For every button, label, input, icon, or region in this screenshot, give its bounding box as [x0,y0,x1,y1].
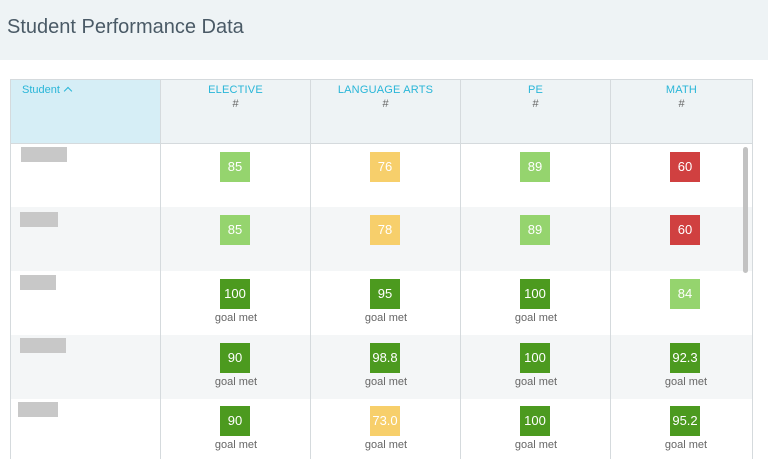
score-badge[interactable]: 85 [220,152,250,182]
page-title: Student Performance Data [7,16,244,38]
score-cell: 78 [311,207,461,271]
table-row: 85 78 89 60 [11,207,752,271]
score-badge[interactable]: 90 [220,406,250,436]
student-name-cell [11,271,161,335]
goal-status-text: goal met [364,312,408,324]
score-badge[interactable]: 78 [370,215,400,245]
score-badge[interactable]: 73.0 [370,406,400,436]
column-header-math[interactable]: MATH # [611,80,752,143]
score-cell: 90 goal met [161,335,311,399]
column-header-label[interactable]: PE [527,84,544,96]
score-cell: 100 goal met [161,271,311,335]
score-badge[interactable]: 89 [520,152,550,182]
score-cell: 95.2 goal met [611,398,752,459]
student-name-cell [11,144,161,208]
goal-status-text: goal met [214,312,258,324]
score-badge[interactable]: 100 [520,343,550,373]
table-row: 100 goal met 95 goal met 100 goal met 84 [11,271,752,335]
redacted-student-name [21,147,67,162]
score-badge[interactable]: 84 [670,279,700,309]
column-unit-label: # [532,98,539,110]
goal-status-text: goal met [214,439,258,451]
column-header-language-arts[interactable]: LANGUAGE ARTS # [311,80,461,143]
student-name-cell [11,335,161,399]
column-header-label[interactable]: MATH [665,84,698,96]
score-cell: 95 goal met [311,271,461,335]
column-unit-label: # [678,98,685,110]
score-badge[interactable]: 85 [220,215,250,245]
column-header-pe[interactable]: PE # [461,80,611,143]
goal-status-text: goal met [214,376,258,388]
score-badge[interactable]: 95.2 [670,406,700,436]
score-cell: 98.8 goal met [311,335,461,399]
column-header-label[interactable]: LANGUAGE ARTS [337,84,434,96]
table-row: 90 goal met 73.0 goal met 100 goal met 95.2 goa… [11,398,752,459]
student-header-label: Student [22,84,60,96]
column-unit-label: # [232,98,239,110]
page-header: Student Performance Data [0,0,768,60]
score-cell: 89 [461,144,611,208]
score-cell: 100 goal met [461,398,611,459]
goal-status-text: goal met [664,376,708,388]
goal-status-text: goal met [514,376,558,388]
performance-table: Student ELECTIVE # LANGUAGE ARTS # PE # … [10,79,753,459]
redacted-student-name [20,338,66,353]
student-column-header[interactable]: Student [11,80,161,143]
score-cell: 60 [611,207,752,271]
goal-status-text: goal met [664,439,708,451]
table-header-row: Student ELECTIVE # LANGUAGE ARTS # PE # … [11,80,752,144]
redacted-student-name [20,275,56,290]
score-cell: 90 goal met [161,398,311,459]
chevron-up-icon [63,86,73,96]
score-cell: 92.3 goal met [611,335,752,399]
goal-status-text: goal met [514,312,558,324]
goal-status-text: goal met [514,439,558,451]
score-cell: 85 [161,207,311,271]
score-badge[interactable]: 100 [520,406,550,436]
student-name-cell [11,207,161,271]
score-cell: 85 [161,144,311,208]
score-cell: 100 goal met [461,271,611,335]
score-cell: 60 [611,144,752,208]
redacted-student-name [18,402,58,417]
score-badge[interactable]: 100 [520,279,550,309]
column-header-label[interactable]: ELECTIVE [208,84,263,96]
vertical-scrollbar[interactable] [743,147,748,273]
score-badge[interactable]: 95 [370,279,400,309]
column-unit-label: # [382,98,389,110]
redacted-student-name [20,212,58,227]
column-header-elective[interactable]: ELECTIVE # [161,80,311,143]
score-badge[interactable]: 60 [670,215,700,245]
score-badge[interactable]: 76 [370,152,400,182]
score-badge[interactable]: 90 [220,343,250,373]
score-cell: 76 [311,144,461,208]
score-cell: 100 goal met [461,335,611,399]
student-sort-button[interactable]: Student [22,84,73,96]
score-badge[interactable]: 100 [220,279,250,309]
score-cell: 84 [611,271,752,335]
goal-status-text: goal met [364,376,408,388]
score-badge[interactable]: 60 [670,152,700,182]
score-badge[interactable]: 89 [520,215,550,245]
table-row: 90 goal met 98.8 goal met 100 goal met 92.3 goa… [11,335,752,399]
score-badge[interactable]: 98.8 [370,343,400,373]
goal-status-text: goal met [364,439,408,451]
score-cell: 89 [461,207,611,271]
table-row: 85 76 89 60 [11,144,752,208]
score-badge[interactable]: 92.3 [670,343,700,373]
student-name-cell [11,398,161,459]
score-cell: 73.0 goal met [311,398,461,459]
